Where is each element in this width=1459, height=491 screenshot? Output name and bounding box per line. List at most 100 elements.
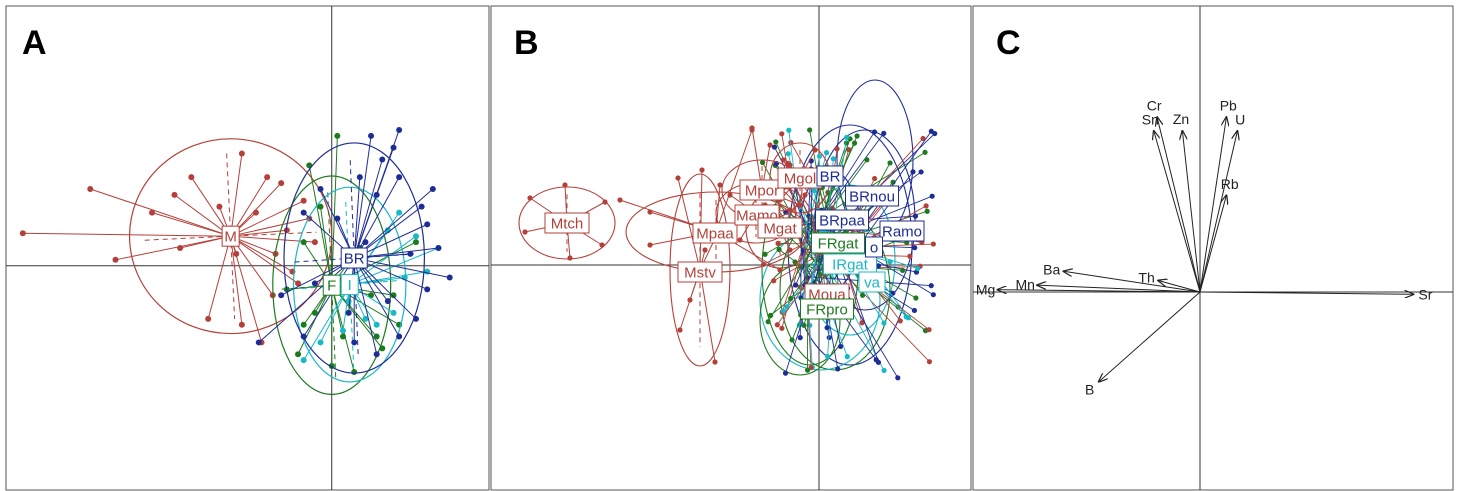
panel-b-point-9: [912, 245, 918, 251]
panel-b-label-Ramo-box: [879, 220, 925, 242]
panel-c-label-Ba: Ba: [1043, 262, 1060, 278]
panel-b-point-Mpaa-5: [647, 242, 653, 248]
panel-b-point-27: [776, 246, 782, 253]
panel-b-label-FRgat: FRgat: [818, 235, 860, 252]
panel-b-point-Mstv-1: [699, 167, 705, 173]
panel-b-point-127: [782, 370, 789, 376]
panel-c-label-U: U: [1235, 111, 1245, 127]
panel-b-point-26: [786, 127, 792, 133]
panel-b-point-96: [923, 203, 929, 209]
panel-a-point-F-13: [339, 333, 346, 340]
panel-b-point-113: [872, 175, 878, 182]
panel-b-point-11: [773, 139, 779, 145]
panel-b-point-146: [875, 263, 881, 269]
panel-a-segment-B-10: [353, 257, 400, 337]
panel-b-ellipse-Mstv: [669, 173, 731, 367]
panel-b-label-Mpor: Mpor: [745, 182, 779, 199]
panel-a-segment-B-18: [353, 177, 361, 259]
panel-a-point-I-1: [412, 233, 419, 240]
panel-a-point-M-5: [238, 150, 245, 157]
panel-a-point-B-11: [373, 351, 380, 358]
panel-a-svg: M F I BR A: [5, 5, 490, 491]
panel-a-segment-B-14: [258, 257, 355, 343]
panel-b-point-98: [859, 320, 865, 326]
panel-b-label-Mpaa: Mpaa: [696, 225, 734, 242]
panel-b: Mtch Mstv Mpaa Mamo Mpor Mgol Mgat Moua BR BRnou B…: [490, 0, 972, 491]
panel-a-point-B-1: [390, 144, 397, 151]
panel-b-label-Mtch-box: [544, 212, 590, 234]
panel-b-point-103: [900, 267, 906, 273]
panel-b-point-97: [759, 159, 766, 166]
panel-b-point-142: [779, 131, 785, 137]
panel-b-point-84: [926, 327, 932, 333]
panel-c-label-Rb: Rb: [1221, 176, 1239, 192]
panel-a-label-F-box: [322, 274, 341, 296]
panel-b-label-o: o: [870, 239, 878, 256]
panel-a-point-F-6: [295, 351, 302, 358]
panel-a-point-F-11: [412, 239, 419, 246]
panel-c-arrow-Ba: [1064, 271, 1201, 293]
panel-a-point-B-21: [362, 239, 369, 246]
panel-a-point-M-18: [233, 250, 240, 257]
panel-b-point-55: [881, 367, 887, 374]
panel-b-point-33: [844, 354, 850, 360]
panel-c-label-Zn: Zn: [1173, 111, 1189, 127]
panel-a-point-B-17: [317, 185, 324, 192]
panel-b-point-1: [846, 147, 852, 153]
panel-b-segment-147: [800, 232, 806, 285]
panel-b-point-76: [913, 295, 919, 301]
panel-a-point-I-9: [373, 321, 380, 328]
panel-b-point-137: [789, 337, 795, 343]
panel-a-point-F-0: [334, 132, 341, 139]
panel-c-label-Th: Th: [1138, 269, 1154, 285]
panel-c-label-Cr: Cr: [1147, 98, 1162, 114]
panel-b-point-19: [930, 241, 936, 247]
panel-a-marks: M F I BR: [6, 6, 489, 490]
panel-a-point-B-22: [334, 215, 341, 222]
panel-b-point-Mamo-0: [727, 192, 733, 198]
panel-a-point-B-23: [311, 280, 318, 287]
panel-a-point-M-12: [300, 197, 307, 204]
panel-a-label-M: M: [224, 229, 237, 246]
panel-b-point-30: [771, 144, 778, 150]
panel-b-point-94: [864, 157, 870, 163]
panel-b-point-Mstv-0: [675, 175, 681, 181]
panel-a-point-M-15: [252, 209, 259, 216]
panel-a-label-F: F: [327, 278, 336, 295]
panel-b-label-FRgat-box: [811, 232, 865, 254]
panel-b-label-Mpaa-box: [692, 222, 738, 244]
panel-b-point-132: [875, 359, 882, 365]
panel-b-segment-Mpaa-2: [715, 129, 753, 233]
panel-a-point-F-12: [373, 333, 380, 340]
panel-b-point-Mpor-0: [749, 125, 755, 131]
panel-a-point-B-24: [407, 250, 414, 257]
panel-a-point-F-16: [368, 292, 375, 299]
panel-b-point-15: [926, 359, 933, 365]
panel-b-point-Mpaa-1: [647, 209, 653, 215]
panel-b-point-145: [765, 319, 771, 325]
panel-b-point-141: [920, 135, 926, 142]
panel-b-point-Mstv-5: [677, 327, 683, 333]
panel-a-point-B-20: [384, 298, 391, 305]
panel-b-point-71: [881, 130, 887, 136]
panel-a-point-B-10: [396, 333, 403, 340]
panel-a-segment-B-2: [353, 159, 383, 259]
panel-a-segment-B-3: [353, 176, 400, 259]
panel-a-segment-I-8: [303, 284, 351, 361]
panel-a-point-F-5: [300, 321, 307, 328]
panel-b-point-Mtch-5: [522, 229, 528, 235]
panel-a-segment-M-3: [151, 212, 231, 237]
panel-b-point-50: [797, 284, 803, 290]
panel-a-segment-M-5: [230, 153, 243, 237]
panel-b-point-148: [804, 367, 811, 373]
panel-b-label-o-box: [865, 236, 883, 258]
panel-b-label-Ramo: Ramo: [882, 223, 922, 240]
panel-c-label-Sr: Sr: [1418, 286, 1432, 302]
panel-b-label-BRnou-box: [845, 185, 899, 207]
panel-b-label-IRgat: IRgat: [832, 256, 869, 273]
panel-a-point-B-27: [368, 132, 375, 139]
panel-b-segment-145: [767, 252, 811, 322]
panel-a-point-F-10: [390, 292, 397, 299]
panel-a-point-B-16: [300, 209, 307, 216]
panel-b-point-92: [871, 129, 878, 135]
